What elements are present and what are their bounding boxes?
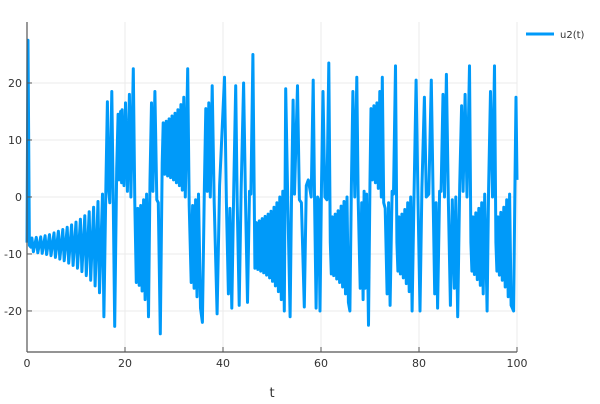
y-tick-label: -10 (4, 248, 22, 261)
legend-label-u2: u2(t) (560, 30, 585, 41)
series-group (25, 38, 519, 336)
x-axis-label: t (269, 386, 274, 400)
x-tick-label: 60 (314, 357, 328, 370)
x-tick-label: 0 (24, 357, 31, 370)
y-tick-label: 0 (15, 191, 22, 204)
x-tick-label: 80 (412, 357, 426, 370)
x-tick-label: 20 (118, 357, 132, 370)
legend: u2(t) (526, 30, 585, 41)
y-tick-label: 20 (8, 77, 22, 90)
x-tick-label: 40 (216, 357, 230, 370)
axes: 0 20 40 60 80 100 -20 -10 0 10 20 (4, 22, 528, 370)
y-tick-label: -20 (4, 305, 22, 318)
series-line-u2 (25, 38, 519, 336)
x-tick-label: 100 (507, 357, 528, 370)
y-tick-label: 10 (8, 134, 22, 147)
